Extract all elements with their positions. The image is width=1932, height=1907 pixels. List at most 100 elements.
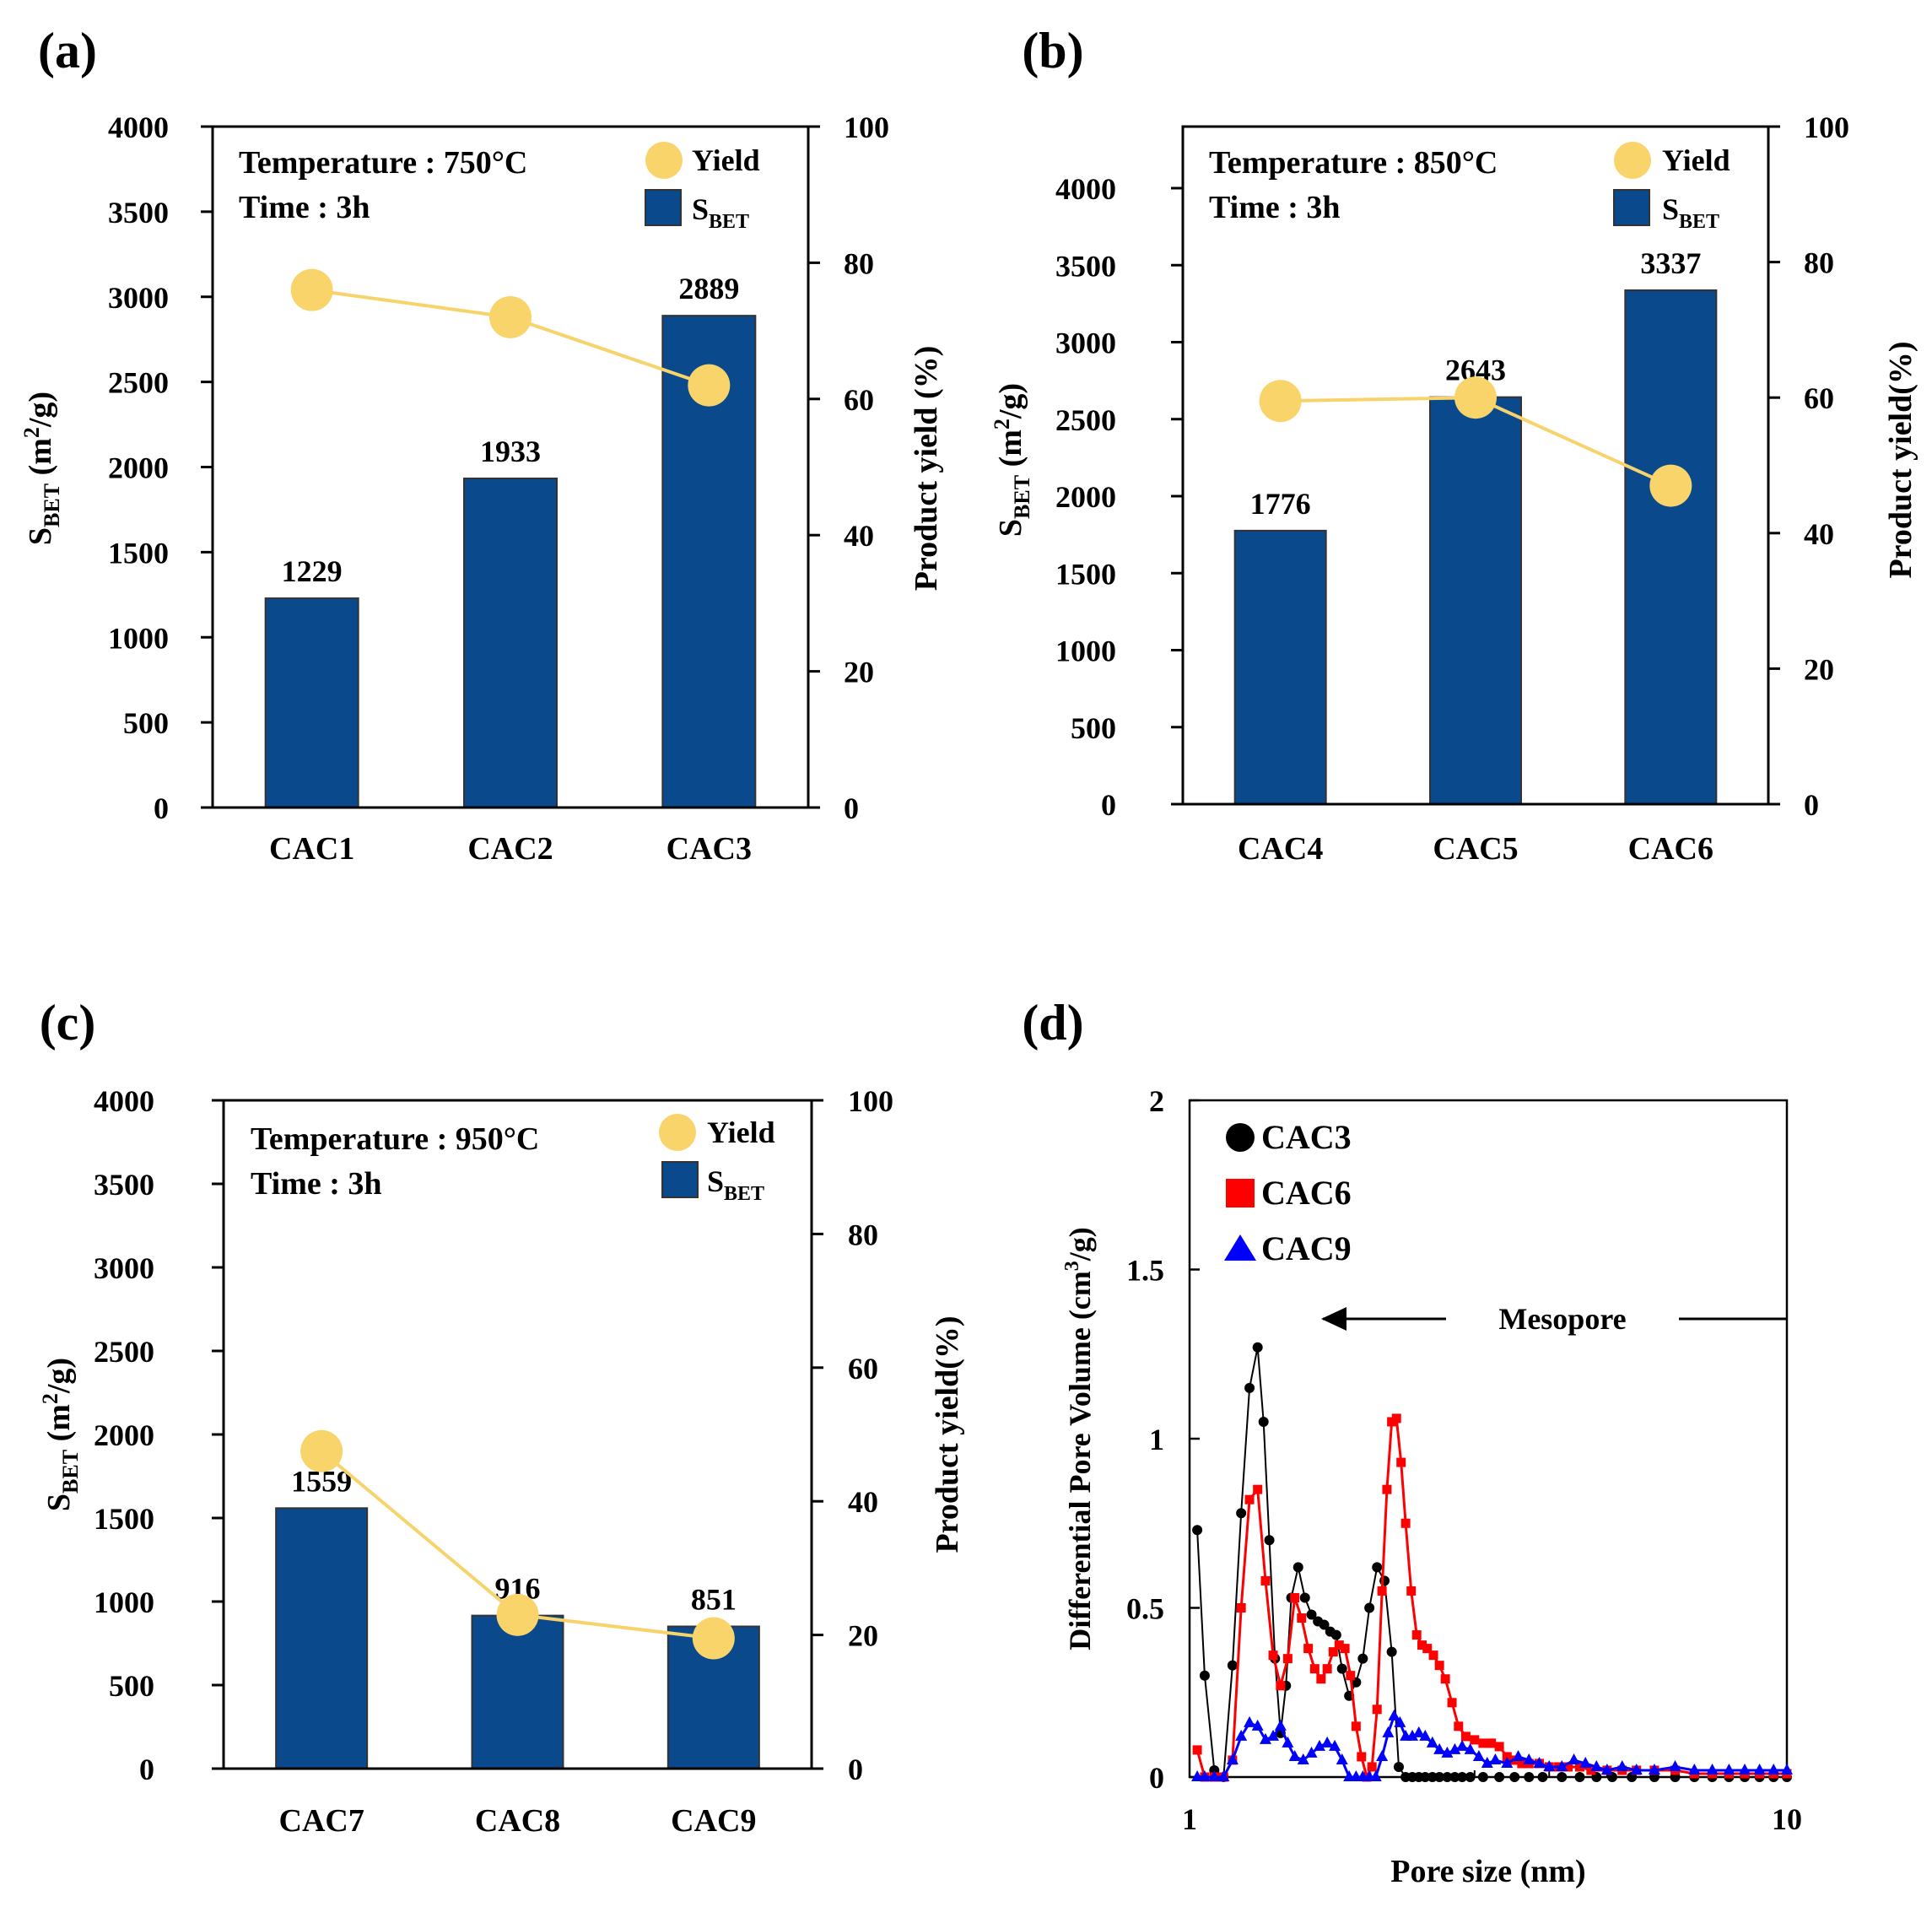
cac6-point xyxy=(1478,1738,1488,1748)
cac3-point xyxy=(1457,1772,1468,1782)
bar-value-label: 1933 xyxy=(480,435,541,468)
y-tick-label: 1500 xyxy=(94,1502,154,1536)
cac6-point xyxy=(1517,1758,1527,1769)
cac3-point xyxy=(1258,1416,1269,1427)
bar-value-label: 1229 xyxy=(282,554,343,588)
bar-cac6 xyxy=(1624,289,1718,805)
bar-cac8 xyxy=(471,1614,564,1769)
yield-point xyxy=(1454,376,1497,419)
cac9-point xyxy=(1191,1770,1204,1781)
cac3-point xyxy=(1264,1535,1275,1546)
cac6-point xyxy=(1334,1640,1344,1650)
cac6-point xyxy=(1447,1698,1457,1708)
plot-frame xyxy=(1181,125,1770,806)
legend-sbet-marker xyxy=(1613,189,1650,226)
cac9-point xyxy=(1267,1729,1280,1741)
cac9-point xyxy=(1274,1719,1287,1731)
y-tick-label: 3500 xyxy=(1055,249,1116,283)
cac3-point xyxy=(1393,1761,1404,1772)
legend-sbet-marker xyxy=(645,189,682,226)
cac9-point xyxy=(1419,1729,1432,1741)
x-tick-label: CAC3 xyxy=(666,831,752,867)
cac6-point xyxy=(1377,1586,1387,1596)
cac9-point xyxy=(1388,1709,1400,1721)
y2-tick-label: 100 xyxy=(844,111,889,144)
cac9-point xyxy=(1217,1770,1230,1781)
cac3-point xyxy=(1477,1772,1488,1782)
y-tick-label: 2000 xyxy=(108,451,169,485)
cac9-point xyxy=(1489,1753,1502,1764)
cac9-point xyxy=(1739,1763,1751,1775)
y-axis-label: Differential Pore Volume (cm3/g) xyxy=(1061,1227,1097,1650)
cac6-point xyxy=(1434,1661,1444,1671)
y-axis-label: SBET (m2/g) xyxy=(38,1358,83,1511)
cac6-point xyxy=(1487,1738,1497,1748)
y2-axis-label: Product yield(%) xyxy=(1883,341,1919,578)
cac9-point xyxy=(1600,1763,1613,1775)
cac9-point xyxy=(1512,1749,1525,1761)
cac6-point xyxy=(1357,1752,1367,1762)
mesopore-label: Mesopore xyxy=(1498,1302,1626,1336)
cac6-point xyxy=(1303,1644,1314,1654)
series-line-cac6 xyxy=(1195,1416,1787,1781)
y2-tick-label: 60 xyxy=(1804,381,1834,415)
y2-tick-label: 80 xyxy=(844,246,874,280)
y-tick-label: 0 xyxy=(154,791,169,825)
bar-cac7 xyxy=(275,1507,369,1769)
y2-tick-label: 40 xyxy=(1804,517,1834,551)
legend-yield-marker xyxy=(645,142,683,179)
cac6-point xyxy=(1428,1650,1438,1661)
legend-sbet-label: SBET xyxy=(707,1164,764,1205)
cac3-point xyxy=(1379,1575,1390,1586)
y-tick-label: 2 xyxy=(1149,1084,1164,1118)
cac6-point xyxy=(1340,1644,1350,1654)
legend-sbet-label: SBET xyxy=(1662,192,1719,233)
y2-tick-label: 60 xyxy=(844,383,874,417)
cac9-point xyxy=(1648,1763,1660,1775)
cac6-point xyxy=(1396,1457,1406,1467)
cac9-point xyxy=(1251,1719,1264,1731)
y2-tick-label: 20 xyxy=(844,656,874,689)
y2-tick-label: 20 xyxy=(848,1619,878,1653)
cac9-point xyxy=(1706,1763,1719,1775)
cac6-point xyxy=(1192,1745,1202,1755)
cac9-point xyxy=(1501,1756,1514,1768)
cac6-point xyxy=(1454,1721,1464,1731)
y2-tick-label: 0 xyxy=(848,1753,863,1786)
x-tick-label: CAC1 xyxy=(269,831,354,867)
cac3-point xyxy=(1292,1562,1303,1573)
panel-label: (d) xyxy=(1022,995,1083,1051)
cac3-point xyxy=(1199,1670,1210,1681)
cac6-point xyxy=(1236,1603,1246,1613)
cac6-point xyxy=(1268,1650,1278,1661)
bar-cac4 xyxy=(1233,529,1327,805)
y-tick-label: 3000 xyxy=(94,1251,154,1285)
y-tick-label: 1000 xyxy=(108,621,169,655)
cac3-point xyxy=(1227,1660,1238,1671)
legend-cac9-marker xyxy=(1224,1234,1256,1261)
cac3-point xyxy=(1442,1772,1453,1782)
cac3-point xyxy=(1192,1525,1203,1536)
temperature-annotation: Temperature : 950°C xyxy=(251,1121,539,1157)
legend-cac6-label: CAC6 xyxy=(1261,1174,1352,1212)
cac3-point xyxy=(1465,1772,1476,1782)
x-tick-label: CAC8 xyxy=(475,1803,560,1839)
legend-yield-marker xyxy=(1614,142,1651,179)
cac6-point xyxy=(1351,1721,1361,1731)
cac6-point xyxy=(1328,1647,1338,1657)
time-annotation: Time : 3h xyxy=(1209,190,1341,225)
y-tick-label: 2000 xyxy=(94,1418,154,1452)
cac9-point xyxy=(1235,1729,1248,1741)
y-tick-label: 0.5 xyxy=(1126,1592,1164,1626)
cac3-point xyxy=(1557,1772,1568,1782)
legend-cac3-label: CAC3 xyxy=(1261,1118,1352,1156)
bar-cac5 xyxy=(1429,396,1522,805)
cac9-point xyxy=(1226,1753,1239,1764)
yield-point xyxy=(688,364,731,407)
cac6-point xyxy=(1562,1762,1573,1772)
cac3-point xyxy=(1449,1772,1460,1782)
cac6-point xyxy=(1422,1644,1433,1654)
y-tick-label: 2500 xyxy=(108,366,169,400)
bar-value-label: 2889 xyxy=(678,272,739,305)
cac9-point xyxy=(1669,1759,1681,1771)
